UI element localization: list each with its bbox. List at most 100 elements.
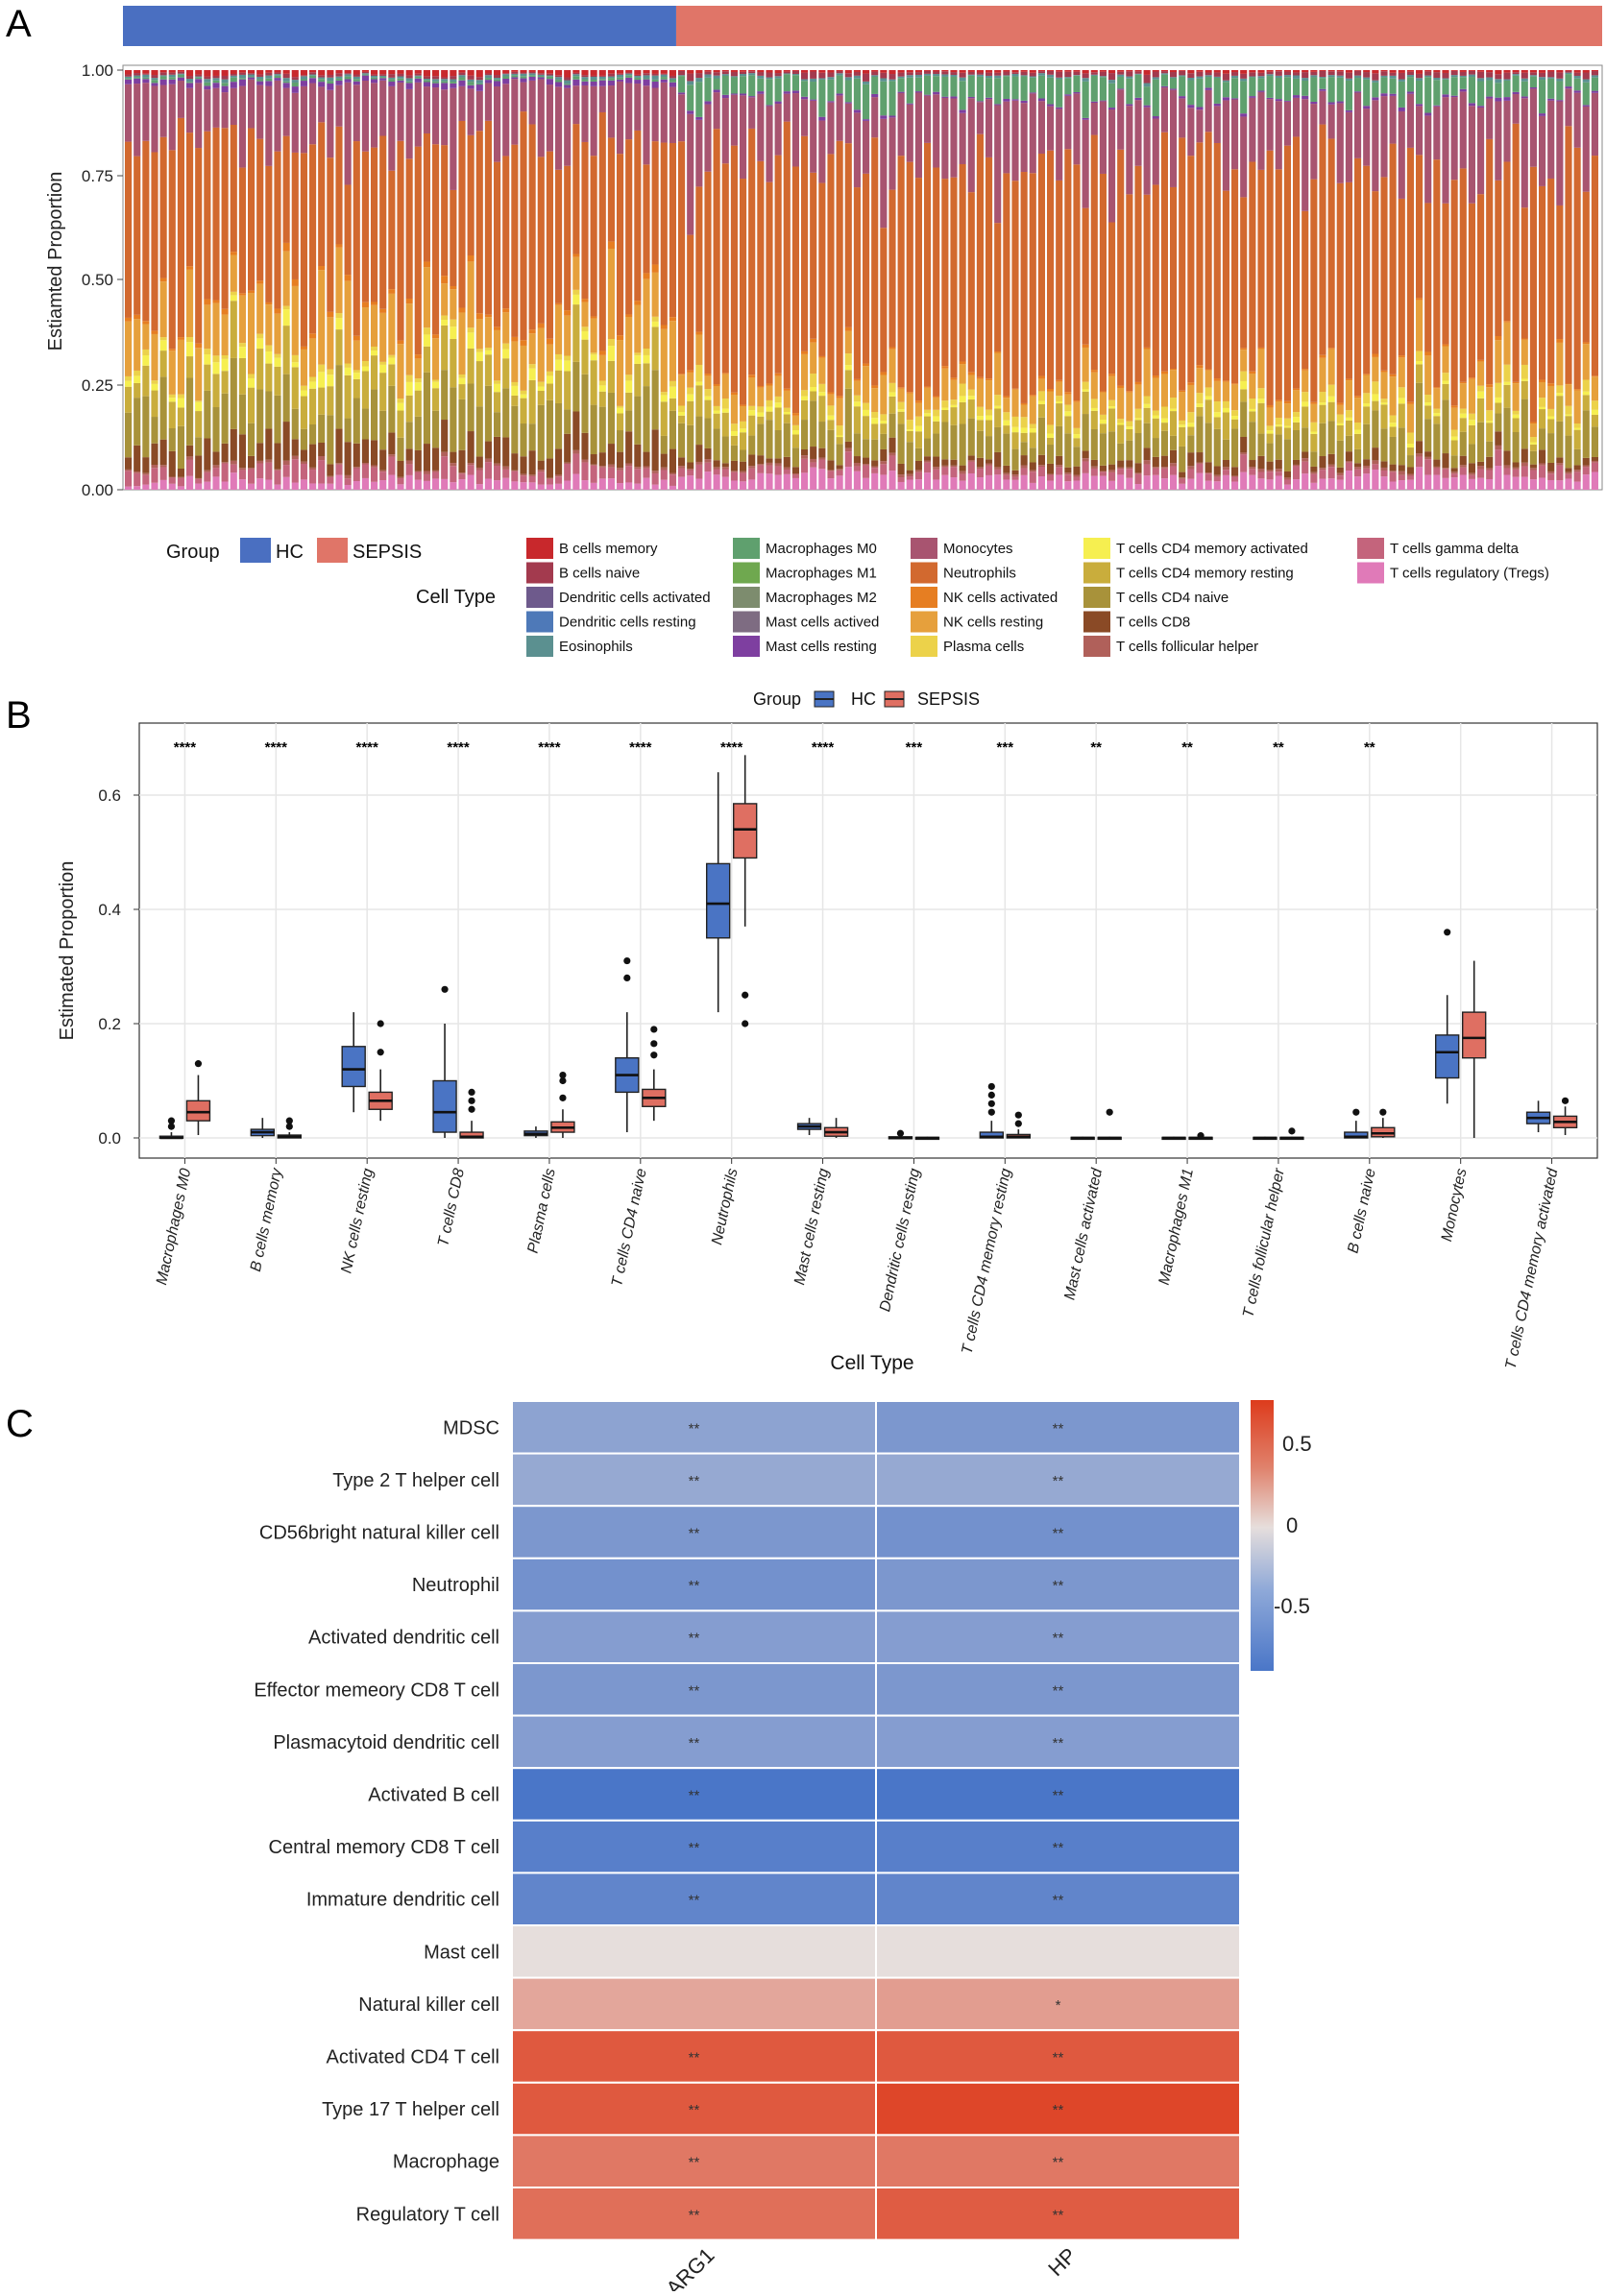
bar-segment [572,449,580,454]
bar-segment [397,410,404,438]
sample-bar [863,70,870,490]
bar-segment [678,468,686,477]
bar-segment [933,74,940,77]
bar-segment [1179,98,1186,138]
bar-segment [581,299,589,302]
heatmap-sig-6-1: ** [1053,1735,1064,1752]
bar-segment [844,80,852,103]
bar-segment [125,70,133,75]
bar-segment [1047,474,1055,481]
bar-segment [801,135,809,351]
legend-label-monocytes: Monocytes [943,541,1013,557]
bar-segment [730,395,738,424]
bar-segment [528,423,536,451]
bar-segment [1345,462,1352,471]
bar-segment [1503,450,1511,466]
bar-segment [1512,418,1520,433]
bar-segment [818,392,826,397]
bar-segment [388,474,396,490]
bar-segment [1354,91,1362,93]
bar-segment [432,471,440,479]
bar-segment [1336,71,1344,76]
bar-segment [212,87,220,128]
bar-segment [1231,70,1239,73]
bar-segment [335,244,343,248]
bar-segment [783,91,791,94]
bar-segment [740,95,747,180]
bar-segment [502,358,510,389]
bar-segment [853,401,861,407]
bar-segment [678,412,686,416]
bar-segment [713,385,720,406]
bar-segment [265,479,273,490]
bar-segment [1134,73,1142,75]
bar-segment [1503,364,1511,382]
bar-segment [634,444,642,468]
bar-segment [1011,72,1019,74]
bar-segment [1266,70,1274,72]
bar-segment [687,470,694,476]
bar-segment [1512,469,1520,477]
bar-segment [721,94,729,99]
bar-segment [1283,418,1291,426]
bar-segment [450,482,457,490]
bar-segment [1283,479,1291,485]
bar-segment [1345,435,1352,452]
bar-segment [1539,406,1546,410]
bar-segment [1179,76,1186,97]
bar-segment [1222,400,1229,408]
bar-segment [617,335,624,341]
bar-segment [1134,74,1142,98]
bar-segment [371,83,378,148]
bar-segment [1556,385,1564,394]
bar-segment [282,83,290,88]
bar-segment [853,380,861,396]
bar-segment [195,401,203,412]
bar-segment [1327,75,1335,78]
sample-bar [1495,70,1502,490]
bar-segment [1459,413,1467,419]
bar-segment [1529,437,1537,443]
bar-segment [791,467,799,474]
bar-segment [344,76,352,80]
sample-bar [1126,70,1133,490]
bar-segment [774,402,782,408]
bar-segment [774,466,782,475]
bar-segment [125,79,133,85]
bar-segment [906,393,913,421]
sample-bar [704,70,712,490]
bar-segment [1240,389,1248,402]
bar-segment [1363,109,1371,166]
bar-segment [678,405,686,412]
bar-segment [827,405,835,416]
bar-segment [897,388,905,402]
bar-segment [1011,181,1019,389]
bar-segment [924,472,932,490]
bar-segment [274,366,281,396]
heatmap-cell-5-1 [875,1662,1241,1717]
bar-segment [643,273,650,279]
bar-segment [405,70,413,76]
bar-segment [1011,73,1019,77]
bar-segment [1416,382,1424,442]
bar-segment [186,342,194,357]
bar-segment [687,81,694,85]
bar-segment [888,455,896,471]
bar-segment [327,311,334,318]
bar-segment [1319,404,1326,423]
bar-segment [1582,465,1590,468]
bar-segment [432,144,440,335]
bar-segment [1196,71,1204,77]
bar-segment [300,479,307,490]
bar-segment [818,396,826,423]
bar-segment [511,405,519,454]
bar-segment [1283,403,1291,419]
bar-segment [906,429,913,431]
bar-segment [1126,78,1133,105]
bar-segment [1495,180,1502,336]
sample-bar [1082,70,1089,490]
bar-segment [1037,70,1045,72]
bar-segment [863,465,870,478]
bar-segment [607,360,615,393]
ytick-b-02: 0.2 [98,1015,121,1033]
